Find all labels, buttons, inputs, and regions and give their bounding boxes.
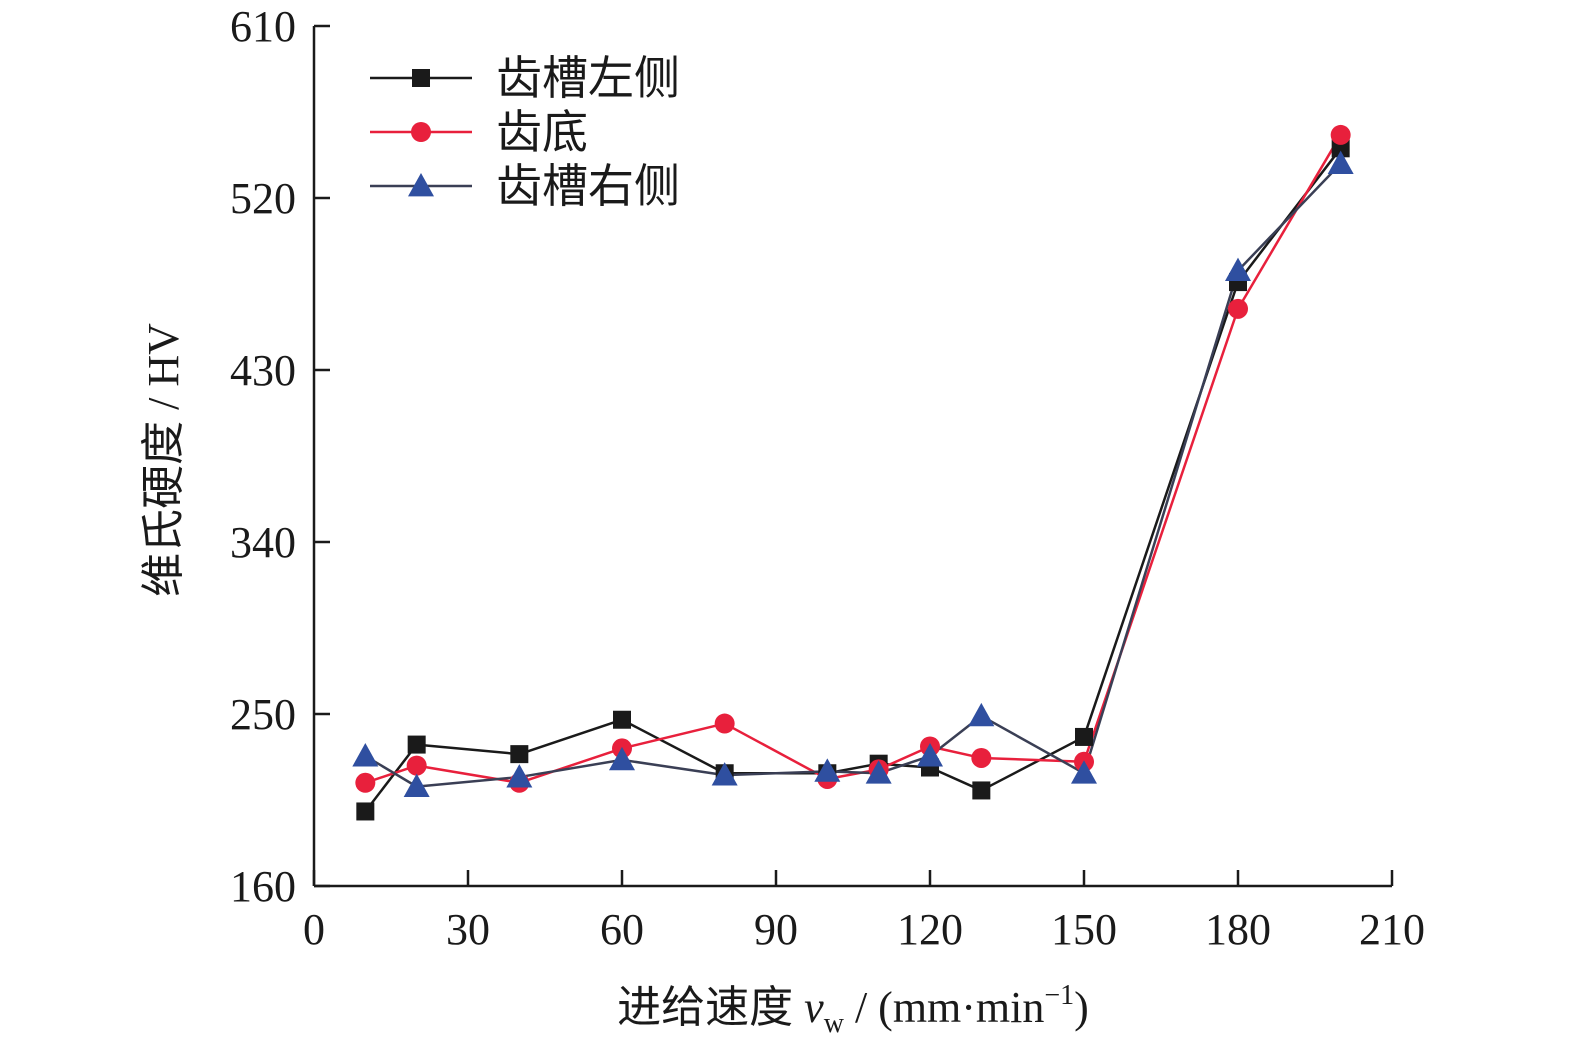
x-tick-label-30: 30 <box>446 905 490 954</box>
x-axis-label-close: ) <box>1074 983 1089 1032</box>
series-3-point-12 <box>1327 150 1354 174</box>
series-markers <box>352 124 1354 821</box>
legend-marker-1 <box>412 69 430 87</box>
ticks <box>312 24 1394 888</box>
series-3-point-8 <box>917 743 943 767</box>
series-3-point-5 <box>711 762 738 786</box>
series-1-point-10 <box>1075 727 1093 746</box>
legend-label-2: 齿底 <box>496 107 588 158</box>
y-tick-label-520: 520 <box>230 174 296 223</box>
series-2-point-1 <box>355 772 376 793</box>
series-line-3 <box>364 162 1342 788</box>
x-axis-label-main: 进给速度 <box>617 983 804 1032</box>
series-3-point-3 <box>506 764 533 788</box>
series-1-point-3 <box>510 745 529 764</box>
series-3-point-7 <box>865 760 892 784</box>
legend-marker-3 <box>408 173 434 197</box>
x-axis-label-unit: / (mm·min <box>844 983 1044 1032</box>
series-2-point-11 <box>1228 298 1248 319</box>
y-axis-label: 维氏硬度 / HV <box>139 323 188 597</box>
series-line-2 <box>364 134 1342 785</box>
series-3-point-4 <box>609 746 635 771</box>
series-1-point-1 <box>356 802 375 821</box>
x-axis-label-sub: w <box>824 1008 845 1039</box>
y-tick-label-610: 610 <box>230 2 296 51</box>
series-3-point-2 <box>403 773 430 798</box>
series-2-point-12 <box>1330 124 1351 145</box>
x-axis-label-sup: −1 <box>1044 980 1074 1011</box>
x-tick-label-0: 0 <box>303 905 325 954</box>
series-1-point-4 <box>613 710 631 729</box>
series-2-point-5 <box>714 713 735 734</box>
series-3-point-1 <box>352 743 379 767</box>
x-tick-label-150: 150 <box>1051 905 1117 954</box>
y-tick-label-250: 250 <box>230 690 296 739</box>
y-tick-label-430: 430 <box>230 346 296 395</box>
x-axis-label: 进给速度 vw / (mm·min−1) <box>617 980 1089 1039</box>
series-2-point-2 <box>406 755 427 776</box>
series-1-point-9 <box>972 781 991 800</box>
legend-marker-2 <box>411 122 431 142</box>
series-3-point-9 <box>968 702 995 727</box>
series-line-1 <box>364 147 1342 813</box>
series-1-point-2 <box>407 735 426 754</box>
series-3-point-6 <box>814 758 841 782</box>
series-2-point-9 <box>971 747 992 768</box>
x-tick-label-60: 60 <box>600 905 644 954</box>
series-3-point-10 <box>1071 760 1097 784</box>
series-lines <box>364 134 1342 813</box>
series-3-point-11 <box>1225 257 1251 282</box>
legend-label-1: 齿槽左侧 <box>496 53 680 104</box>
tick-labels: 0 30 60 90 120 150 180 210 160 250 340 430 520 610 <box>230 2 1425 954</box>
y-tick-label-340: 340 <box>230 518 296 567</box>
axes <box>312 26 1392 888</box>
x-tick-label-90: 90 <box>754 905 798 954</box>
x-tick-label-180: 180 <box>1205 905 1271 954</box>
x-tick-label-120: 120 <box>897 905 963 954</box>
x-axis-label-var: v <box>804 983 824 1032</box>
y-tick-label-160: 160 <box>230 862 296 911</box>
legend-label-3: 齿槽右侧 <box>496 161 680 212</box>
x-tick-label-210: 210 <box>1359 905 1425 954</box>
